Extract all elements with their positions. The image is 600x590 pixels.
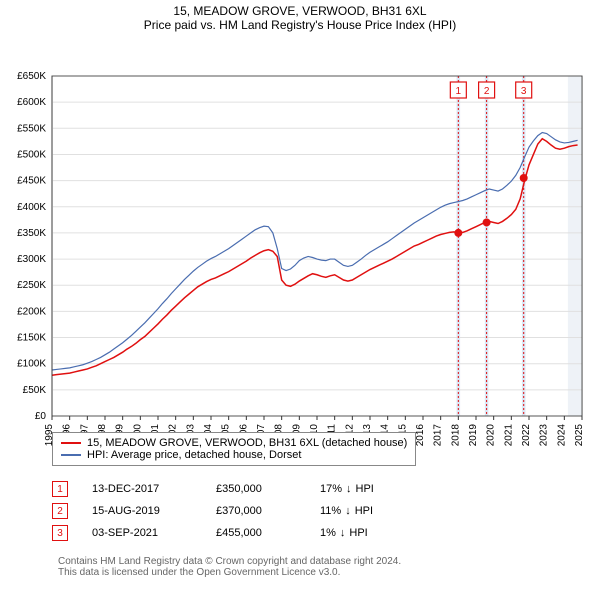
footer-line-2: This data is licensed under the Open Gov… [58, 567, 401, 578]
svg-text:2025: 2025 [574, 424, 585, 447]
svg-text:£500K: £500K [17, 149, 46, 160]
svg-text:£350K: £350K [17, 228, 46, 239]
svg-text:2024: 2024 [556, 424, 567, 447]
legend: 15, MEADOW GROVE, VERWOOD, BH31 6XL (det… [52, 432, 416, 466]
svg-text:2019: 2019 [468, 424, 479, 447]
legend-row: HPI: Average price, detached house, Dors… [61, 449, 407, 461]
svg-text:2018: 2018 [450, 424, 461, 447]
sale-diff: 11%↓HPI [320, 505, 410, 517]
title-line-2: Price paid vs. HM Land Registry's House … [0, 18, 600, 32]
svg-text:1: 1 [456, 86, 462, 97]
svg-text:£550K: £550K [17, 123, 46, 134]
svg-text:2023: 2023 [539, 424, 550, 447]
sales-table: 1 13-DEC-2017 £350,000 17%↓HPI 2 15-AUG-2019 £… [52, 478, 410, 544]
sale-price: £350,000 [216, 483, 296, 495]
legend-label: HPI: Average price, detached house, Dors… [87, 449, 301, 461]
down-arrow-icon: ↓ [340, 527, 346, 539]
titles: 15, MEADOW GROVE, VERWOOD, BH31 6XL Pric… [0, 0, 600, 32]
sale-date: 15-AUG-2019 [92, 505, 192, 517]
svg-text:2021: 2021 [503, 424, 514, 447]
svg-text:3: 3 [521, 86, 527, 97]
svg-text:2022: 2022 [521, 424, 532, 447]
svg-text:£300K: £300K [17, 254, 46, 265]
sale-diff: 1%↓HPI [320, 527, 410, 539]
sales-row: 2 15-AUG-2019 £370,000 11%↓HPI [52, 500, 410, 522]
svg-text:£50K: £50K [23, 385, 47, 396]
down-arrow-icon: ↓ [345, 505, 351, 517]
sale-price: £455,000 [216, 527, 296, 539]
sale-marker: 2 [52, 503, 68, 519]
sales-row: 1 13-DEC-2017 £350,000 17%↓HPI [52, 478, 410, 500]
legend-row: 15, MEADOW GROVE, VERWOOD, BH31 6XL (det… [61, 437, 407, 449]
sale-marker: 1 [52, 481, 68, 497]
svg-text:£650K: £650K [17, 71, 46, 82]
footer-attribution: Contains HM Land Registry data © Crown c… [50, 552, 409, 582]
down-arrow-icon: ↓ [346, 483, 352, 495]
svg-text:£100K: £100K [17, 359, 46, 370]
sale-price: £370,000 [216, 505, 296, 517]
svg-text:2016: 2016 [415, 424, 426, 447]
sale-diff: 17%↓HPI [320, 483, 410, 495]
svg-text:2020: 2020 [486, 424, 497, 447]
footer-line-1: Contains HM Land Registry data © Crown c… [58, 556, 401, 567]
svg-text:£400K: £400K [17, 202, 46, 213]
svg-text:£600K: £600K [17, 97, 46, 108]
svg-text:£200K: £200K [17, 306, 46, 317]
sale-date: 03-SEP-2021 [92, 527, 192, 539]
sales-row: 3 03-SEP-2021 £455,000 1%↓HPI [52, 522, 410, 544]
svg-text:£0: £0 [35, 411, 47, 422]
sale-marker: 3 [52, 525, 68, 541]
svg-text:2: 2 [484, 86, 490, 97]
legend-label: 15, MEADOW GROVE, VERWOOD, BH31 6XL (det… [87, 437, 407, 449]
svg-text:£450K: £450K [17, 176, 46, 187]
title-line-1: 15, MEADOW GROVE, VERWOOD, BH31 6XL [0, 4, 600, 18]
legend-swatch [61, 454, 81, 456]
svg-text:£150K: £150K [17, 333, 46, 344]
svg-text:£250K: £250K [17, 280, 46, 291]
svg-text:2017: 2017 [433, 424, 444, 447]
price-chart: £0 £50K £100K £150K £200K £250K £300K £350K £400… [0, 32, 600, 466]
legend-swatch [61, 442, 81, 444]
sale-date: 13-DEC-2017 [92, 483, 192, 495]
chart-container: 15, MEADOW GROVE, VERWOOD, BH31 6XL Pric… [0, 0, 600, 590]
